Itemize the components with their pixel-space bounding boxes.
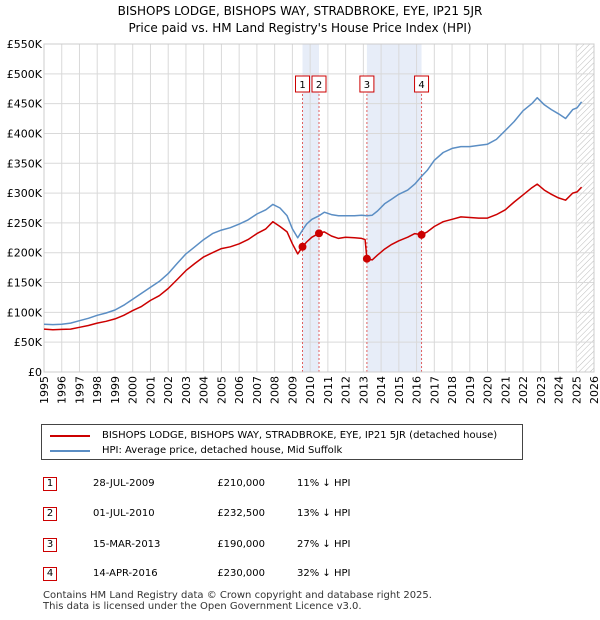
y-tick-label: £300K <box>7 187 43 200</box>
x-tick-label: 2026 <box>588 376 600 404</box>
plot-border <box>43 43 595 373</box>
y-tick-label: £200K <box>7 247 43 260</box>
chart-title: BISHOPS LODGE, BISHOPS WAY, STRADBROKE, … <box>117 4 483 18</box>
x-tick-label: 2000 <box>127 376 140 404</box>
highlight-band <box>302 44 319 372</box>
transaction-number-badge: 2 <box>43 507 57 521</box>
legend-item-property: BISHOPS LODGE, BISHOPS WAY, STRADBROKE, … <box>50 430 497 441</box>
y-tick-label: £250K <box>7 217 43 230</box>
sale-point <box>417 230 426 239</box>
x-tick-label: 2008 <box>269 376 282 404</box>
forecast-region <box>577 44 594 372</box>
footer-license: This data is licensed under the Open Gov… <box>43 601 362 612</box>
transaction-price: £210,000 <box>217 478 265 489</box>
y-tick-label: £450K <box>7 98 43 111</box>
transaction-number-badge: 3 <box>43 538 57 552</box>
x-tick-label: 2010 <box>304 376 317 404</box>
sale-point <box>298 242 307 251</box>
x-tick-label: 1997 <box>73 376 86 404</box>
sale-marker-label: 3 <box>364 80 370 91</box>
series-line <box>43 183 583 331</box>
x-tick-label: 2004 <box>198 376 211 404</box>
sale-point <box>362 254 371 263</box>
highlight-band <box>366 44 422 372</box>
legend: BISHOPS LODGE, BISHOPS WAY, STRADBROKE, … <box>41 424 523 460</box>
transaction-price: £232,500 <box>217 508 265 519</box>
x-tick-label: 1999 <box>109 376 122 404</box>
x-tick-label: 2018 <box>446 376 459 404</box>
x-tick-label: 2012 <box>340 376 353 404</box>
transaction-hpi-diff: 32% ↓ HPI <box>297 568 351 579</box>
sale-marker-box <box>295 75 310 93</box>
sale-marker-box <box>414 75 430 93</box>
legend-swatch-property <box>50 434 90 437</box>
x-tick-label: 2006 <box>233 376 246 404</box>
legend-label-property: BISHOPS LODGE, BISHOPS WAY, STRADBROKE, … <box>102 430 498 441</box>
x-tick-label: 2002 <box>162 376 175 404</box>
legend-swatch-hpi <box>50 449 90 452</box>
sale-point <box>315 229 323 238</box>
x-tick-label: 2023 <box>535 376 548 404</box>
sale-marker-label: 2 <box>316 80 322 91</box>
x-tick-label: 2001 <box>144 376 157 404</box>
x-tick-label: 2016 <box>411 376 424 404</box>
y-tick-label: £350K <box>7 157 43 170</box>
legend-item-hpi: HPI: Average price, detached house, Mid … <box>50 445 342 456</box>
transaction-date: 01-JUL-2010 <box>93 508 155 519</box>
x-tick-label: 2021 <box>499 376 512 404</box>
transaction-number-badge: 1 <box>43 477 57 491</box>
footer-note: Contains HM Land Registry data © Crown c… <box>43 590 432 612</box>
y-tick-label: £500K <box>7 68 43 81</box>
x-tick-label: 2024 <box>553 376 566 404</box>
sale-marker-box <box>311 75 327 93</box>
sale-marker-box <box>359 75 375 93</box>
transaction-date: 28-JUL-2009 <box>93 478 155 489</box>
x-tick-label: 2015 <box>393 376 406 404</box>
x-tick-label: 2020 <box>482 376 495 404</box>
transaction-date: 15-MAR-2013 <box>93 539 161 550</box>
y-tick-label: £0 <box>28 366 42 379</box>
x-tick-label: 1995 <box>38 376 51 404</box>
x-tick-label: 2011 <box>322 376 335 404</box>
x-tick-label: 1996 <box>56 376 69 404</box>
footer-copyright: Contains HM Land Registry data © Crown c… <box>43 590 432 601</box>
y-tick-label: £50K <box>14 336 43 349</box>
price-chart: 1 2 3 4 £0 £50K £100K £150K £200K £250K £300K £350K… <box>7 38 600 404</box>
y-tick-label: £150K <box>7 277 43 290</box>
y-tick-label: £550K <box>7 38 43 51</box>
x-tick-label: 2014 <box>375 376 388 404</box>
x-tick-label: 2022 <box>517 376 530 404</box>
y-tick-label: £400K <box>7 127 43 140</box>
x-tick-label: 2019 <box>464 376 477 404</box>
sale-marker-label: 4 <box>418 80 424 91</box>
transaction-date: 14-APR-2016 <box>93 568 158 579</box>
sale-marker-label: 1 <box>299 80 305 91</box>
x-tick-label: 2003 <box>180 376 193 404</box>
x-tick-label: 2007 <box>251 376 264 404</box>
transaction-hpi-diff: 13% ↓ HPI <box>297 508 351 519</box>
x-tick-label: 2005 <box>215 376 228 404</box>
series-line <box>43 96 583 326</box>
transaction-hpi-diff: 11% ↓ HPI <box>297 478 351 489</box>
transaction-price: £190,000 <box>217 539 265 550</box>
x-tick-label: 2009 <box>286 376 299 404</box>
x-tick-label: 2013 <box>357 376 370 404</box>
x-tick-label: 2025 <box>570 376 583 404</box>
x-tick-label: 2017 <box>428 376 441 404</box>
x-tick-label: 1998 <box>91 376 104 404</box>
transaction-price: £230,000 <box>217 568 265 579</box>
y-tick-label: £100K <box>7 306 43 319</box>
transaction-hpi-diff: 27% ↓ HPI <box>297 539 351 550</box>
transaction-number-badge: 4 <box>43 567 57 581</box>
legend-label-hpi: HPI: Average price, detached house, Mid … <box>102 445 343 456</box>
chart-subtitle: Price paid vs. HM Land Registry's House … <box>128 21 472 35</box>
